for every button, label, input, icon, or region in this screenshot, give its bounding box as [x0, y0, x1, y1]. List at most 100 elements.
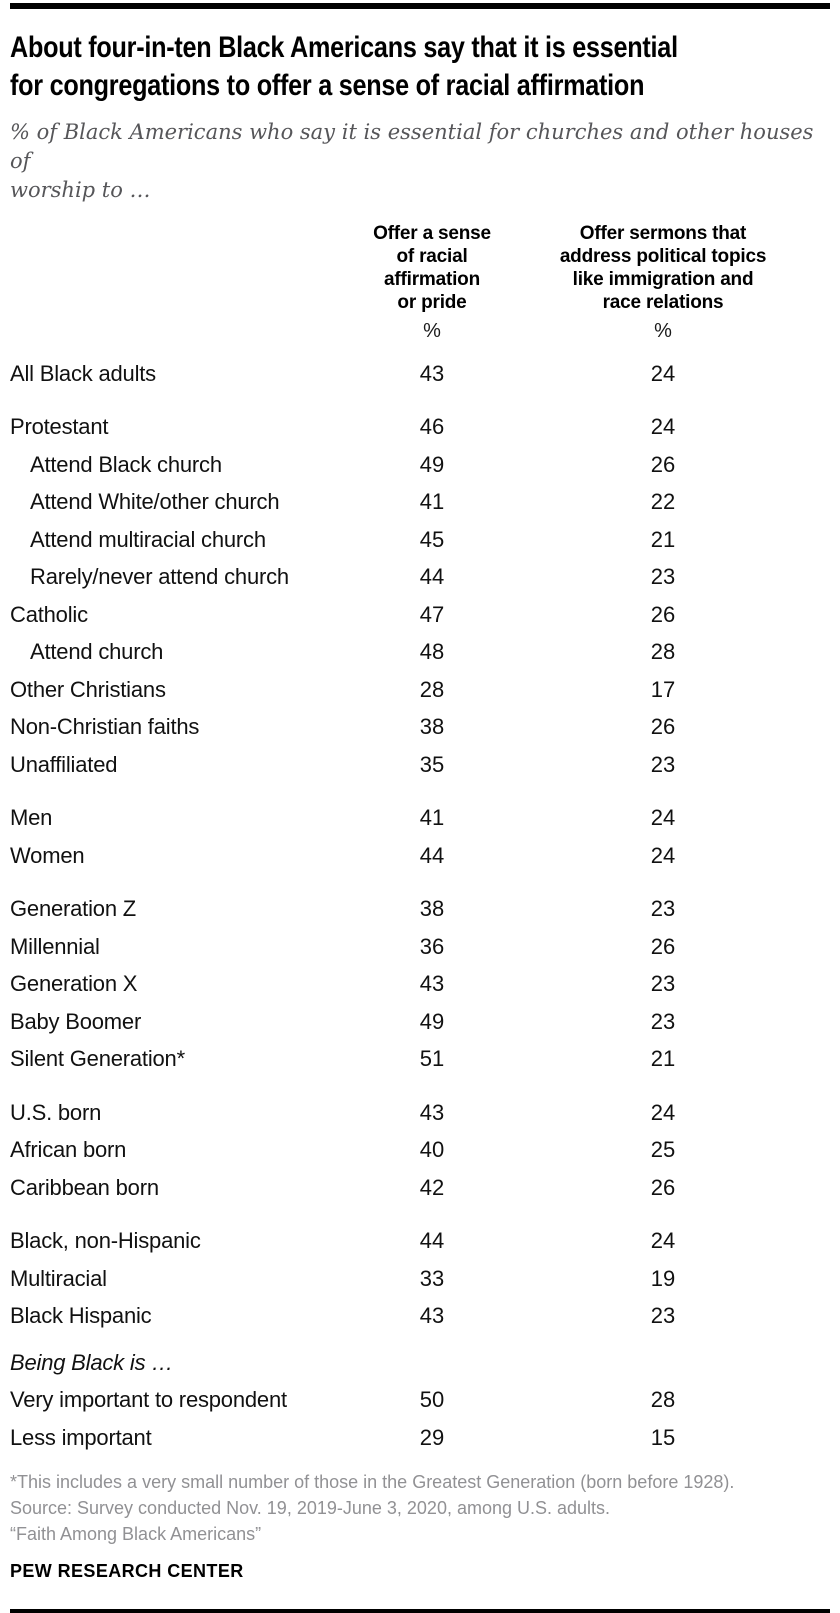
- row-label: Attend Black church: [30, 451, 222, 477]
- table-row: Baby Boomer 49 23: [10, 1003, 830, 1041]
- value-affirmation: 48: [419, 639, 445, 665]
- value-sermons: 24: [650, 842, 676, 868]
- table-row: Attend church 48 28: [10, 634, 830, 672]
- footnote-source: Source: Survey conducted Nov. 19, 2019-J…: [10, 1497, 611, 1518]
- row-label: Catholic: [10, 601, 88, 627]
- row-label: All Black adults: [10, 360, 156, 386]
- value-affirmation: 44: [419, 842, 445, 868]
- value-sermons: 26: [650, 451, 676, 477]
- row-label: Black Hispanic: [10, 1303, 152, 1329]
- value-affirmation: 41: [419, 805, 445, 831]
- table-row: Being Black is …: [10, 1344, 830, 1382]
- row-label: Less important: [10, 1424, 152, 1450]
- table-row: Rarely/never attend church 44 23: [10, 559, 830, 597]
- table-row: Attend White/other church 41 22: [10, 484, 830, 522]
- row-label: Multiracial: [10, 1265, 107, 1291]
- table-row: Black, non-Hispanic 44 24: [10, 1223, 830, 1261]
- row-label: U.S. born: [10, 1099, 102, 1125]
- value-sermons: 24: [650, 1228, 676, 1254]
- value-sermons: 23: [650, 1303, 676, 1329]
- table-row: African born 40 25: [10, 1132, 830, 1170]
- brand-wordmark: PEW RESEARCH CENTER: [10, 1560, 244, 1581]
- value-sermons: 28: [650, 1387, 676, 1413]
- unit-col2: %: [654, 319, 672, 342]
- value-sermons: 28: [650, 639, 676, 665]
- value-sermons: 19: [650, 1265, 676, 1291]
- value-affirmation: 28: [419, 676, 445, 702]
- value-affirmation: 42: [419, 1174, 445, 1200]
- table-row: Less important 29 15: [10, 1419, 830, 1457]
- value-sermons: 26: [650, 601, 676, 627]
- unit-col1: %: [423, 319, 441, 342]
- value-affirmation: 49: [419, 1008, 445, 1034]
- table-body: All Black adults 43 24 Protestant 46 24 …: [10, 355, 830, 1457]
- value-affirmation: 43: [419, 1303, 445, 1329]
- row-label: Women: [10, 842, 85, 868]
- table-row: Silent Generation* 51 21: [10, 1041, 830, 1079]
- table-row: Other Christians 28 17: [10, 671, 830, 709]
- value-sermons: 25: [650, 1137, 676, 1163]
- value-sermons: 15: [650, 1424, 676, 1450]
- row-label: Attend church: [30, 639, 164, 665]
- value-affirmation: 35: [419, 751, 445, 777]
- row-label: Attend White/other church: [30, 489, 280, 515]
- row-label: Attend multiracial church: [30, 526, 266, 552]
- value-affirmation: 33: [419, 1265, 445, 1291]
- value-affirmation: 40: [419, 1137, 445, 1163]
- value-affirmation: 51: [419, 1046, 445, 1072]
- value-sermons: 23: [650, 896, 676, 922]
- row-label: Generation X: [10, 971, 138, 997]
- value-sermons: 24: [650, 414, 676, 440]
- table-row: Women 44 24: [10, 837, 830, 875]
- value-affirmation: 44: [419, 1228, 445, 1254]
- value-sermons: 26: [650, 714, 676, 740]
- row-label: Non-Christian faiths: [10, 714, 200, 740]
- table-row: Millennial 36 26: [10, 928, 830, 966]
- table-row: Caribbean born 42 26: [10, 1169, 830, 1207]
- table-row: U.S. born 43 24: [10, 1094, 830, 1132]
- chart-subtitle: % of Black Americans who say it is essen…: [10, 120, 814, 202]
- row-label: Protestant: [10, 414, 109, 440]
- table-row: Black Hispanic 43 23: [10, 1298, 830, 1336]
- row-label: Rarely/never attend church: [30, 564, 289, 590]
- table-row: Generation X 43 23: [10, 966, 830, 1004]
- row-label: African born: [10, 1137, 127, 1163]
- value-sermons: 22: [650, 489, 676, 515]
- value-affirmation: 46: [419, 414, 445, 440]
- row-label: Silent Generation*: [10, 1046, 185, 1072]
- table-row: Generation Z 38 23: [10, 891, 830, 929]
- row-label: Being Black is …: [10, 1349, 174, 1375]
- footnote-report-title: “Faith Among Black Americans”: [10, 1523, 262, 1544]
- row-label: Generation Z: [10, 896, 137, 922]
- value-sermons: 24: [650, 1099, 676, 1125]
- value-affirmation: 43: [419, 1099, 445, 1125]
- value-sermons: 26: [650, 1174, 676, 1200]
- table-row: Men 41 24: [10, 800, 830, 838]
- table-row: Attend multiracial church 45 21: [10, 521, 830, 559]
- table-row: Attend Black church 49 26: [10, 446, 830, 484]
- row-label: Unaffiliated: [10, 751, 118, 777]
- value-affirmation: 38: [419, 714, 445, 740]
- value-affirmation: 41: [419, 489, 445, 515]
- table-row: Protestant 46 24: [10, 409, 830, 447]
- row-label: Millennial: [10, 933, 100, 959]
- row-label: Very important to respondent: [10, 1387, 287, 1413]
- chart-title: About four-in-ten Black Americans say th…: [10, 31, 678, 102]
- pew-table-figure: About four-in-ten Black Americans say th…: [0, 3, 840, 1613]
- row-label: Baby Boomer: [10, 1008, 142, 1034]
- value-affirmation: 43: [419, 360, 445, 386]
- value-sermons: 23: [650, 751, 676, 777]
- value-affirmation: 38: [419, 896, 445, 922]
- column-header-sermons: Offer sermons that address political top…: [559, 223, 767, 313]
- value-sermons: 24: [650, 360, 676, 386]
- column-header-row: Offer a sense of racial affirmation or p…: [10, 222, 830, 314]
- value-affirmation: 29: [419, 1424, 445, 1450]
- value-sermons: 23: [650, 971, 676, 997]
- row-label: Other Christians: [10, 676, 166, 702]
- value-affirmation: 50: [419, 1387, 445, 1413]
- table-row: Catholic 47 26: [10, 596, 830, 634]
- footnote-asterisk: *This includes a very small number of th…: [10, 1471, 735, 1492]
- table-row: Multiracial 33 19: [10, 1260, 830, 1298]
- row-label: Black, non-Hispanic: [10, 1228, 201, 1254]
- value-affirmation: 45: [419, 526, 445, 552]
